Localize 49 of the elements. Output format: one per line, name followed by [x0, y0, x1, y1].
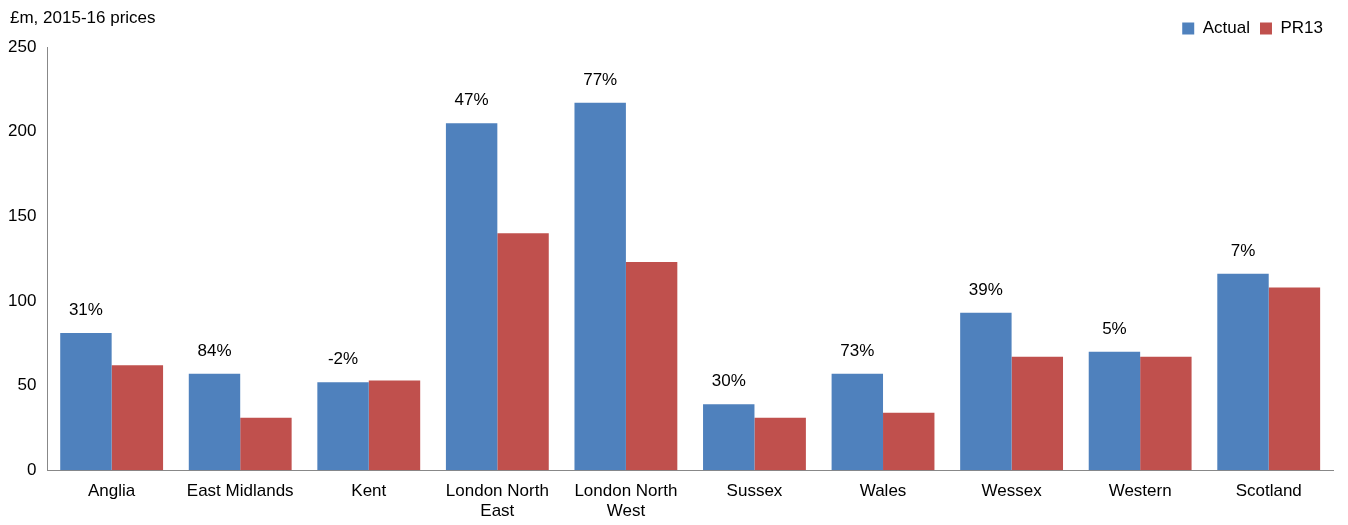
bar	[703, 404, 755, 471]
annotation: 84%	[197, 340, 232, 360]
y-tick-label: 200	[7, 121, 37, 141]
bar	[1088, 351, 1141, 471]
x-tick-label: Kent	[351, 481, 387, 501]
x-tick-label: London North East	[445, 481, 549, 521]
bar	[831, 373, 884, 471]
y-tick-label: 250	[7, 36, 37, 56]
x-tick-label: Anglia	[88, 481, 136, 501]
bar	[625, 261, 678, 471]
bar	[960, 312, 1012, 471]
x-tick-label: Wessex	[981, 481, 1043, 501]
bar	[188, 373, 241, 471]
legend-label: PR13	[1280, 18, 1324, 38]
bar	[1011, 356, 1064, 471]
bar	[240, 417, 292, 471]
bar	[574, 102, 626, 471]
bar	[883, 412, 935, 471]
bar	[1217, 273, 1269, 471]
bar	[1268, 287, 1321, 471]
annotation: -2%	[327, 349, 359, 369]
annotation: 77%	[583, 70, 618, 90]
x-tick-label: Sussex	[726, 481, 783, 501]
annotation: 39%	[968, 279, 1003, 299]
annotation: 47%	[454, 90, 489, 110]
bar	[445, 123, 498, 471]
annotation: 73%	[840, 340, 875, 360]
y-axis-title: £m, 2015-16 prices	[10, 8, 156, 28]
y-tick-label: 50	[17, 375, 37, 395]
x-tick-label: London North West	[574, 481, 678, 521]
annotation: 31%	[68, 300, 103, 320]
x-tick-label: Scotland	[1235, 481, 1302, 501]
annotation: 5%	[1102, 318, 1127, 338]
bar	[497, 233, 549, 471]
annotation: 7%	[1230, 241, 1256, 261]
y-tick-label: 150	[7, 205, 37, 225]
legend-label: Actual	[1202, 18, 1250, 38]
x-tick-label: Wales	[859, 481, 907, 501]
bar	[1140, 356, 1192, 471]
annotation: 30%	[711, 371, 746, 391]
bar	[368, 380, 421, 471]
bar	[111, 365, 164, 471]
bar	[754, 417, 806, 471]
bar	[317, 382, 369, 471]
y-tick-label: 100	[7, 290, 37, 310]
x-tick-label: Western	[1108, 481, 1172, 501]
x-tick-label: East Midlands	[186, 481, 294, 501]
bar	[60, 333, 112, 471]
y-tick-label: 0	[26, 459, 37, 479]
